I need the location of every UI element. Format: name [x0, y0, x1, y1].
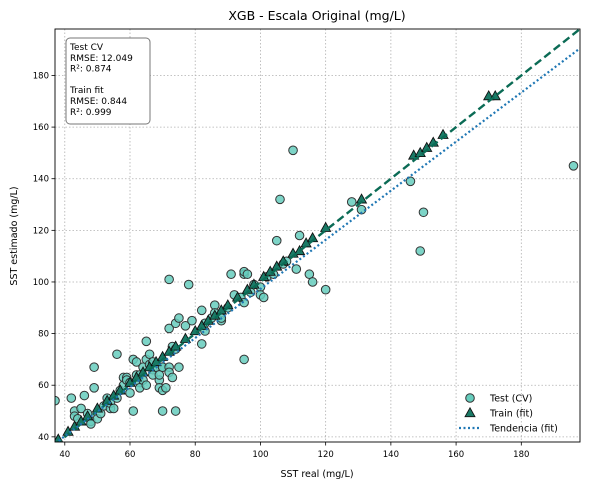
stats-annotation-line: R²: 0.874 [70, 65, 112, 75]
y-tick-label: 60 [38, 381, 49, 391]
x-tick-label: 140 [383, 450, 399, 460]
test-cv-point [288, 145, 298, 156]
test-cv-point [271, 235, 282, 246]
test-cv-point [568, 161, 579, 171]
y-tick-label: 100 [33, 278, 49, 288]
test-cv-point [187, 315, 197, 326]
legend: Test (CV) Train (fit) Tendencia (fit) [459, 393, 558, 435]
test-cv-point [164, 323, 174, 334]
test-cv-point [291, 264, 302, 274]
test-cv-point [320, 284, 331, 295]
test-cv-point [405, 176, 416, 187]
y-tick-label: 140 [33, 175, 49, 185]
test-cv-point [164, 274, 174, 285]
x-tick-label: 120 [318, 450, 334, 460]
test-cv-point [307, 277, 318, 287]
test-cv-point [239, 354, 249, 365]
test-cv-point [196, 305, 207, 316]
test-cv-point [174, 362, 184, 372]
plot-area [55, 29, 580, 442]
test-cv-point [196, 339, 207, 349]
test-cv-point [167, 372, 178, 383]
y-tick-label: 120 [33, 226, 49, 236]
test-cv-point [180, 321, 191, 331]
test-cv-point [418, 207, 429, 218]
test-cv-point [89, 382, 99, 393]
test-cv-point [258, 292, 269, 303]
stats-annotation-line: R²: 0.999 [70, 108, 112, 118]
test-cv-point [112, 349, 122, 360]
y-tick-label: 160 [33, 123, 49, 133]
test-cv-point [174, 313, 184, 323]
y-tick-label: 180 [33, 71, 49, 81]
legend-test-label: Test (CV) [489, 394, 532, 405]
stats-annotation-frame [65, 37, 151, 125]
legend-test-marker [465, 393, 475, 403]
trend-line [55, 47, 580, 442]
test-cv-point [161, 382, 171, 393]
test-cv-point [128, 406, 139, 416]
test-cv-point [131, 357, 142, 367]
test-cv-point [141, 336, 152, 347]
test-cv-point [108, 403, 119, 414]
stats-annotation-line: Train fit [69, 86, 104, 96]
test-cv-point [183, 279, 194, 290]
x-tick-label: 180 [513, 450, 529, 460]
test-cv-point [226, 269, 236, 280]
y-axis: 40 60 80 100 120 140 160 180 [33, 71, 55, 443]
test-cv-point [66, 393, 77, 403]
y-tick-label: 40 [38, 433, 49, 443]
test-cv-point [242, 269, 253, 280]
test-cv-point [275, 194, 285, 205]
test-cv-point [125, 388, 135, 398]
test-cv-point [415, 246, 426, 256]
legend-train-label: Train (fit) [489, 409, 533, 420]
x-axis-label: SST real (mg/L) [280, 469, 353, 480]
test-cv-point [89, 362, 99, 372]
x-axis: 40 60 80 100 120 140 160 180 [59, 442, 529, 460]
identity-line [56, 29, 580, 442]
test-cv-point [294, 230, 305, 241]
test-cv-point [79, 390, 90, 401]
stats-annotation-line: RMSE: 12.049 [70, 54, 133, 64]
x-tick-label: 80 [190, 450, 201, 460]
legend-trend-label: Tendencia (fit) [489, 424, 558, 435]
test-cv-point [141, 380, 152, 391]
test-cv-point [157, 406, 168, 416]
x-tick-label: 40 [59, 450, 70, 460]
y-axis-label: SST estimado (mg/L) [9, 186, 20, 285]
stats-annotation-line: Test CV [69, 43, 104, 53]
plot-frame [54, 28, 581, 443]
test-cv-point [170, 406, 181, 416]
x-tick-label: 60 [125, 450, 136, 460]
legend-train-marker [464, 406, 476, 418]
y-tick-label: 80 [38, 330, 49, 340]
stats-annotation-line: RMSE: 0.844 [70, 97, 127, 107]
x-tick-label: 160 [448, 450, 464, 460]
chart-title: XGB - Escala Original (mg/L) [228, 8, 405, 23]
test-cv-point [346, 197, 357, 207]
test-cv-point [76, 403, 86, 414]
x-tick-label: 100 [252, 450, 268, 460]
